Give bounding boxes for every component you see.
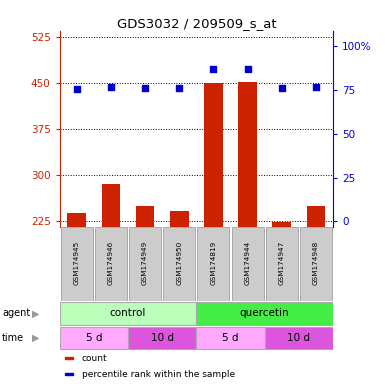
Point [244,66,251,72]
FancyBboxPatch shape [198,227,229,301]
Text: count: count [82,354,107,363]
FancyBboxPatch shape [196,326,264,349]
Text: 10 d: 10 d [151,333,174,343]
Bar [272,222,291,358]
FancyBboxPatch shape [266,227,298,301]
Text: GSM174948: GSM174948 [313,240,319,285]
Text: percentile rank within the sample: percentile rank within the sample [82,369,235,379]
Bar [136,207,154,358]
Bar [102,184,121,358]
Text: GSM174946: GSM174946 [108,240,114,285]
Text: GSM174950: GSM174950 [176,240,182,285]
FancyBboxPatch shape [231,227,264,301]
FancyBboxPatch shape [95,227,127,301]
Text: GSM174944: GSM174944 [244,240,251,285]
Point [279,85,285,91]
Bar [67,213,86,358]
FancyBboxPatch shape [264,326,333,349]
Text: 5 d: 5 d [222,333,239,343]
FancyBboxPatch shape [128,326,196,349]
Text: 5 d: 5 d [85,333,102,343]
Text: ▶: ▶ [32,308,39,318]
FancyBboxPatch shape [61,227,93,301]
Point [176,85,182,91]
Bar [306,207,325,358]
FancyBboxPatch shape [129,227,161,301]
Point [313,84,319,90]
Text: agent: agent [2,308,30,318]
Bar [65,358,72,359]
Text: control: control [110,308,146,318]
Title: GDS3032 / 209509_s_at: GDS3032 / 209509_s_at [117,17,276,30]
Point [108,84,114,90]
Bar [170,211,189,358]
Point [74,86,80,93]
FancyBboxPatch shape [300,227,332,301]
Text: ▶: ▶ [32,333,39,343]
Bar [65,373,72,375]
Text: 10 d: 10 d [287,333,310,343]
Text: GSM174945: GSM174945 [74,240,80,285]
FancyBboxPatch shape [196,302,333,324]
FancyBboxPatch shape [60,302,196,324]
Text: GSM174947: GSM174947 [279,240,285,285]
Bar [238,81,257,358]
Text: GSM174949: GSM174949 [142,240,148,285]
Point [142,84,148,91]
Text: time: time [2,333,24,343]
Bar [204,83,223,358]
FancyBboxPatch shape [60,326,128,349]
Text: GSM174819: GSM174819 [211,240,216,285]
Point [210,66,216,72]
Text: quercetin: quercetin [240,308,290,318]
FancyBboxPatch shape [163,227,195,301]
